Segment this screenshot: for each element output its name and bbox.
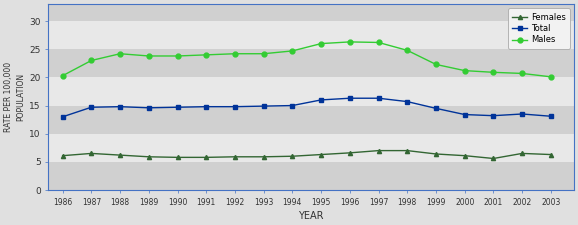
Females [490, 157, 497, 160]
Females [404, 149, 411, 152]
Males [547, 75, 554, 78]
Bar [49, 4, 574, 21]
Males [88, 59, 95, 62]
Males [260, 52, 267, 55]
Bar [49, 77, 574, 106]
Total [174, 106, 181, 109]
Females [318, 153, 325, 156]
Females [174, 156, 181, 159]
Total [289, 104, 296, 107]
Total [59, 115, 66, 118]
Bar [49, 162, 574, 190]
Females [117, 154, 124, 156]
Bar [49, 106, 574, 134]
Total [432, 107, 439, 110]
Males [518, 72, 525, 75]
Males [174, 55, 181, 57]
Total [145, 106, 152, 109]
Females [231, 155, 238, 158]
Males [289, 50, 296, 52]
Males [375, 41, 382, 44]
Females [289, 155, 296, 157]
Males [231, 52, 238, 55]
Total [231, 105, 238, 108]
Females [547, 153, 554, 156]
Males [461, 69, 468, 72]
Total [318, 99, 325, 101]
X-axis label: YEAR: YEAR [298, 211, 324, 221]
Females [518, 152, 525, 155]
Total [404, 100, 411, 103]
Females [260, 155, 267, 158]
Bar [49, 49, 574, 77]
Females [88, 152, 95, 155]
Males [203, 54, 210, 56]
Total [375, 97, 382, 100]
Females [59, 154, 66, 157]
Males [404, 49, 411, 52]
Total [346, 97, 353, 100]
Males [490, 71, 497, 74]
Line: Males: Males [60, 39, 553, 79]
Total [461, 113, 468, 116]
Bar [49, 21, 574, 49]
Total [88, 106, 95, 109]
Males [145, 55, 152, 57]
Males [318, 42, 325, 45]
Males [432, 63, 439, 66]
Total [490, 114, 497, 117]
Total [117, 105, 124, 108]
Females [375, 149, 382, 152]
Females [432, 153, 439, 155]
Females [461, 154, 468, 157]
Males [117, 52, 124, 55]
Females [346, 151, 353, 154]
Legend: Females, Total, Males: Females, Total, Males [508, 8, 570, 49]
Line: Total: Total [61, 96, 553, 119]
Y-axis label: RATE PER 100,000
POPULATION: RATE PER 100,000 POPULATION [4, 62, 25, 132]
Males [346, 40, 353, 43]
Males [59, 74, 66, 77]
Total [203, 105, 210, 108]
Line: Females: Females [61, 148, 553, 161]
Females [203, 156, 210, 159]
Total [547, 115, 554, 118]
Total [518, 113, 525, 115]
Total [260, 105, 267, 108]
Females [145, 155, 152, 158]
Bar [49, 134, 574, 162]
